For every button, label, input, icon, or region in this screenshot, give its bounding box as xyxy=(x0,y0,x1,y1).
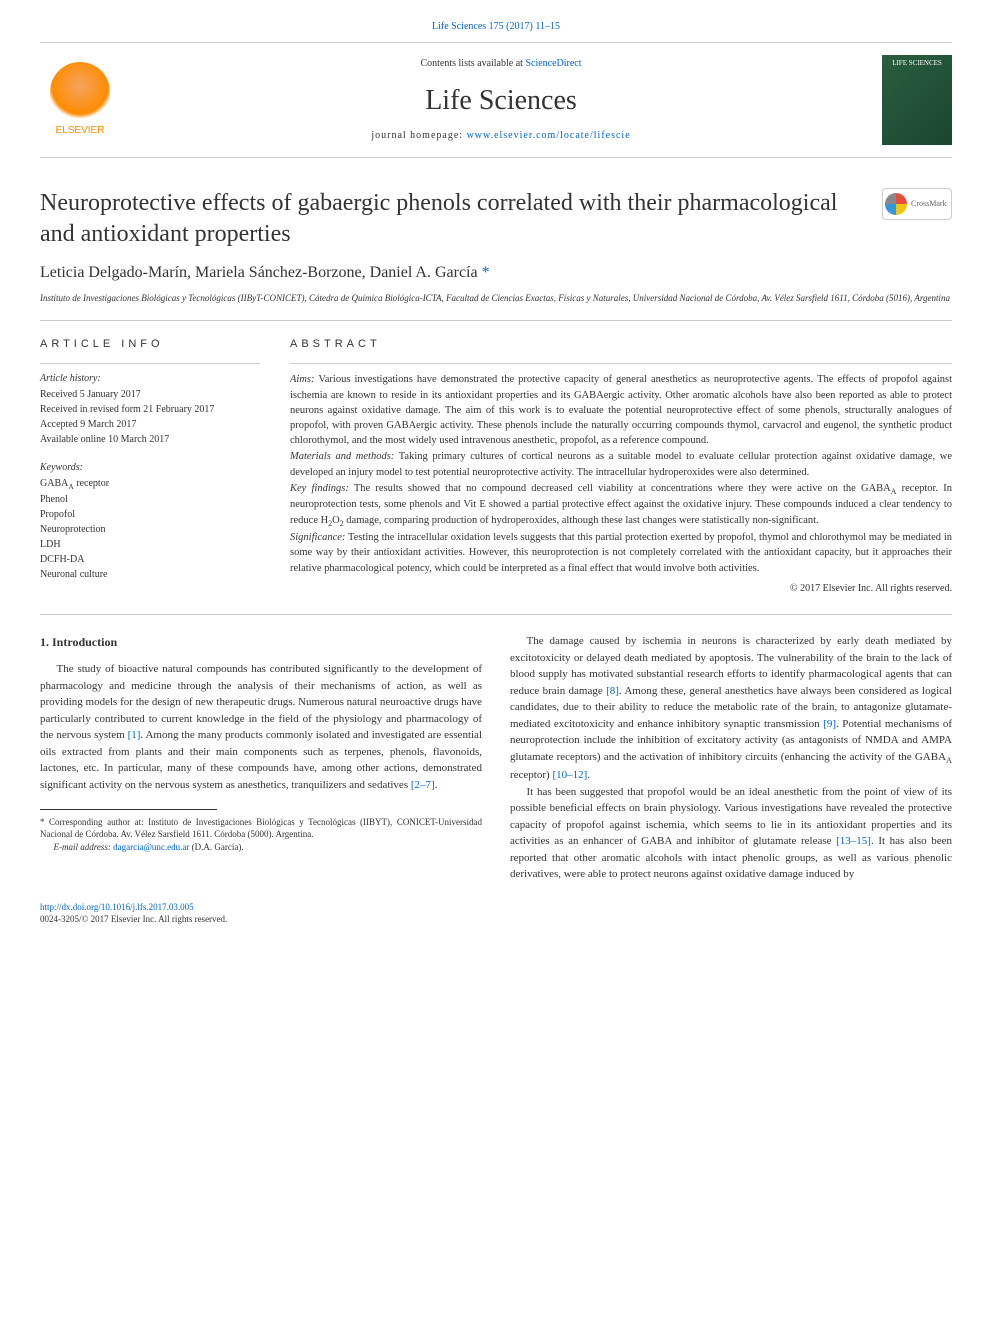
history-item: Received in revised form 21 February 201… xyxy=(40,403,260,417)
history-item: Available online 10 March 2017 xyxy=(40,433,260,447)
keyword-item: Propofol xyxy=(40,508,260,522)
citation-link[interactable]: [10–12] xyxy=(552,769,587,781)
abstract-sections: Aims: Various investigations have demons… xyxy=(290,372,952,575)
body-paragraph: The damage caused by ischemia in neurons… xyxy=(510,633,952,784)
history-item: Received 5 January 2017 xyxy=(40,388,260,402)
left-paragraphs: The study of bioactive natural compounds… xyxy=(40,661,482,793)
abstract-copyright: © 2017 Elsevier Inc. All rights reserved… xyxy=(290,582,952,597)
abstract-section: Materials and methods: Taking primary cu… xyxy=(290,449,952,479)
contents-list-line: Contents lists available at ScienceDirec… xyxy=(120,57,882,71)
history-item: Accepted 9 March 2017 xyxy=(40,418,260,432)
keyword-item: DCFH-DA xyxy=(40,553,260,567)
issn-copyright: 0024-3205/© 2017 Elsevier Inc. All right… xyxy=(40,913,952,926)
abstract-panel: ABSTRACT Aims: Various investigations ha… xyxy=(290,337,952,596)
right-paragraphs: The damage caused by ischemia in neurons… xyxy=(510,633,952,883)
masthead-center: Contents lists available at ScienceDirec… xyxy=(120,57,882,142)
column-right: The damage caused by ischemia in neurons… xyxy=(510,633,952,883)
article-title: Neuroprotective effects of gabaergic phe… xyxy=(40,188,882,250)
email-label: E-mail address: xyxy=(54,842,114,852)
abstract-section-text: Testing the intracellular oxidation leve… xyxy=(290,532,952,573)
article-info-panel: ARTICLE INFO Article history: Received 5… xyxy=(40,337,260,596)
citation-link[interactable]: [13–15] xyxy=(836,835,871,847)
elsevier-logo: ELSEVIER xyxy=(40,55,120,145)
abstract-section-label: Key findings: xyxy=(290,483,349,494)
info-abstract-row: ARTICLE INFO Article history: Received 5… xyxy=(40,337,952,596)
history-label: Article history: xyxy=(40,372,260,386)
journal-masthead: ELSEVIER Contents lists available at Sci… xyxy=(40,42,952,158)
body-columns: 1. Introduction The study of bioactive n… xyxy=(40,633,952,883)
citation-link[interactable]: [2–7] xyxy=(411,779,435,791)
running-header: Life Sciences 175 (2017) 11–15 xyxy=(40,20,952,34)
corresponding-author-mark[interactable]: * xyxy=(482,264,490,281)
corresponding-email-link[interactable]: dagarcia@unc.edu.ar xyxy=(113,842,189,852)
keyword-item: GABAA receptor xyxy=(40,477,260,493)
author-list: Leticia Delgado-Marín, Mariela Sánchez-B… xyxy=(40,262,952,284)
keywords-list: GABAA receptorPhenolPropofolNeuroprotect… xyxy=(40,477,260,583)
divider-top xyxy=(40,320,952,321)
email-suffix: (D.A. García). xyxy=(189,842,243,852)
abstract-section-label: Materials and methods: xyxy=(290,451,394,462)
abstract-section: Aims: Various investigations have demons… xyxy=(290,372,952,448)
body-paragraph: The study of bioactive natural compounds… xyxy=(40,661,482,793)
body-paragraph: It has been suggested that propofol woul… xyxy=(510,784,952,883)
citation-link[interactable]: Life Sciences 175 (2017) 11–15 xyxy=(432,21,560,32)
citation-link[interactable]: [1] xyxy=(128,729,141,741)
keyword-item: Phenol xyxy=(40,493,260,507)
article-info-heading: ARTICLE INFO xyxy=(40,337,260,352)
crossmark-badge[interactable]: CrossMark xyxy=(882,188,952,220)
abstract-section-text: The results showed that no compound decr… xyxy=(290,483,952,526)
keyword-item: Neuroprotection xyxy=(40,523,260,537)
elsevier-logo-text: ELSEVIER xyxy=(56,124,105,138)
keywords-label: Keywords: xyxy=(40,461,260,475)
journal-cover-text: LIFE SCIENCES xyxy=(892,59,942,69)
citation-link[interactable]: [8] xyxy=(606,685,619,697)
title-row: Neuroprotective effects of gabaergic phe… xyxy=(40,188,952,250)
keyword-item: LDH xyxy=(40,538,260,552)
abstract-section-label: Aims: xyxy=(290,374,315,385)
affiliation: Instituto de Investigaciones Biológicas … xyxy=(40,293,952,305)
journal-homepage-line: journal homepage: www.elsevier.com/locat… xyxy=(120,129,882,143)
citation-link[interactable]: [9] xyxy=(823,718,836,730)
doi-link[interactable]: http://dx.doi.org/10.1016/j.lfs.2017.03.… xyxy=(40,902,194,912)
email-footnote: E-mail address: dagarcia@unc.edu.ar (D.A… xyxy=(40,841,482,853)
footnote-divider xyxy=(40,809,217,810)
contents-prefix: Contents lists available at xyxy=(420,58,525,69)
abstract-section: Key findings: The results showed that no… xyxy=(290,481,952,529)
column-left: 1. Introduction The study of bioactive n… xyxy=(40,633,482,883)
keyword-item: Neuronal culture xyxy=(40,568,260,582)
article-info-divider xyxy=(40,363,260,364)
crossmark-icon xyxy=(885,193,907,215)
homepage-prefix: journal homepage: xyxy=(371,130,466,141)
abstract-divider xyxy=(290,363,952,364)
sciencedirect-link[interactable]: ScienceDirect xyxy=(525,58,581,69)
elsevier-tree-icon xyxy=(50,62,110,122)
authors-text: Leticia Delgado-Marín, Mariela Sánchez-B… xyxy=(40,264,482,281)
abstract-section-label: Significance: xyxy=(290,532,345,543)
page-footer: http://dx.doi.org/10.1016/j.lfs.2017.03.… xyxy=(40,901,952,926)
intro-heading: 1. Introduction xyxy=(40,633,482,651)
journal-cover-thumbnail: LIFE SCIENCES xyxy=(882,55,952,145)
abstract-heading: ABSTRACT xyxy=(290,337,952,353)
abstract-section-text: Various investigations have demonstrated… xyxy=(290,374,952,446)
divider-bottom xyxy=(40,614,952,615)
history-list: Received 5 January 2017Received in revis… xyxy=(40,388,260,447)
abstract-section: Significance: Testing the intracellular … xyxy=(290,530,952,576)
crossmark-label: CrossMark xyxy=(911,198,947,209)
journal-homepage-link[interactable]: www.elsevier.com/locate/lifescie xyxy=(467,130,631,141)
corresponding-footnote: * Corresponding author at: Instituto de … xyxy=(40,816,482,840)
journal-name: Life Sciences xyxy=(120,81,882,120)
